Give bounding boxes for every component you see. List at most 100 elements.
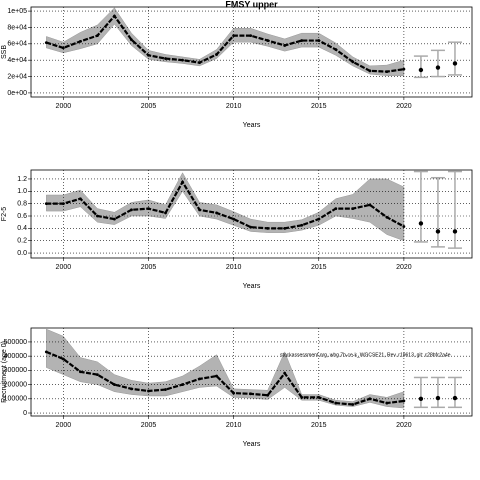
y-tick-label: 1e+05	[7, 8, 27, 15]
estimate-line	[45, 350, 405, 406]
estimate-point	[44, 41, 48, 44]
estimate-point	[317, 217, 321, 221]
estimate-point	[283, 44, 287, 47]
estimate-point	[198, 61, 201, 65]
estimate-point	[402, 67, 406, 71]
projection-point	[435, 65, 441, 70]
x-tick-label: 2015	[311, 103, 327, 110]
estimate-point	[266, 393, 270, 397]
y-tick-label: 1.0	[17, 188, 27, 195]
estimate-point	[61, 46, 65, 50]
x-tick-label: 2010	[226, 422, 242, 429]
y-axis-label: SSB	[1, 45, 8, 59]
estimate-point	[78, 370, 82, 374]
estimate-point	[266, 39, 270, 42]
estimate-point	[249, 34, 253, 38]
y-tick-label: 0.8	[17, 200, 27, 207]
projection-point	[418, 396, 424, 401]
y-tick-label: 4e+04	[7, 57, 27, 64]
x-axis-label: Years	[243, 441, 261, 448]
estimate-point	[300, 39, 304, 42]
y-axis-label: F2-5	[1, 207, 8, 222]
estimate-point	[215, 374, 218, 378]
y-tick-label: 2e+04	[7, 73, 27, 80]
y-tick-label: 0.0	[17, 250, 27, 257]
y-tick-label: 400000	[4, 353, 27, 360]
y-tick-label: 0e+00	[7, 90, 27, 97]
chart-title: FMSY upper	[225, 0, 278, 9]
x-tick-label: 2010	[226, 264, 242, 271]
x-tick-label: 2000	[56, 422, 72, 429]
estimate-point	[368, 69, 372, 73]
x-axis-label: Years	[243, 122, 261, 129]
projection-point	[452, 61, 458, 66]
estimate-point	[96, 34, 99, 38]
estimate-point	[78, 39, 82, 43]
estimate-point	[61, 202, 65, 206]
estimate-point	[334, 207, 338, 210]
estimate-point	[164, 388, 167, 391]
estimate-point	[215, 211, 218, 215]
estimate-point	[232, 391, 236, 395]
estimate-point	[215, 53, 218, 56]
projection-point	[452, 395, 458, 401]
projection-point	[435, 395, 441, 401]
projection-point	[452, 229, 458, 234]
plot-frame	[30, 169, 473, 259]
projection-point	[435, 229, 441, 234]
projection-point	[418, 221, 424, 226]
confidence-band	[46, 7, 405, 76]
estimate-point	[351, 60, 355, 64]
estimate-point	[96, 373, 99, 377]
estimate-line	[45, 14, 405, 73]
estimate-point	[164, 57, 167, 60]
estimate-point	[249, 225, 253, 229]
estimate-point	[232, 34, 236, 38]
estimate-point	[198, 208, 201, 212]
estimate-point	[78, 197, 82, 201]
y-tick-label: 0.4	[17, 225, 27, 232]
estimate-point	[147, 207, 150, 210]
estimate-point	[385, 70, 389, 74]
y-tick-label: 200000	[4, 381, 27, 388]
estimate-point	[317, 39, 321, 42]
estimate-point	[317, 395, 321, 399]
estimate-point	[113, 383, 116, 386]
estimate-point	[181, 383, 184, 386]
estimate-point	[283, 371, 287, 375]
estimate-point	[164, 211, 167, 215]
estimate-point	[402, 225, 406, 228]
annotation: stockassessment.org, whg.7b-ce-k_WGCSE21…	[280, 352, 451, 358]
x-tick-label: 2015	[311, 264, 327, 271]
estimate-point	[300, 395, 304, 399]
x-tick-label: 2000	[56, 103, 72, 110]
x-tick-label: 2020	[396, 264, 412, 271]
y-tick-label: 0.6	[17, 213, 27, 220]
x-tick-label: 2000	[56, 264, 72, 271]
estimate-point	[147, 389, 150, 393]
estimate-point	[368, 397, 372, 401]
y-tick-label: 8e+04	[7, 24, 27, 31]
y-axis-label: Recruitment (age 0)	[1, 341, 8, 403]
estimate-point	[96, 214, 99, 218]
estimate-point	[130, 387, 133, 391]
y-tick-label: 1.2	[17, 176, 27, 183]
x-axis-label: Years	[243, 283, 261, 290]
projection-point	[418, 67, 424, 73]
estimate-point	[351, 403, 355, 406]
estimate-point	[266, 226, 270, 230]
plot-frame	[30, 6, 473, 98]
estimate-point	[130, 208, 133, 212]
y-tick-label: 500000	[4, 339, 27, 346]
x-tick-label: 2005	[141, 103, 157, 110]
estimate-point	[385, 215, 389, 219]
estimate-point	[113, 14, 116, 18]
estimate-point	[147, 53, 150, 57]
y-tick-label: 6e+04	[7, 41, 27, 48]
estimate-point	[181, 58, 184, 62]
estimate-point	[385, 401, 389, 405]
estimate-point	[334, 48, 338, 51]
estimate-point	[351, 207, 355, 210]
x-tick-label: 2015	[311, 422, 327, 429]
